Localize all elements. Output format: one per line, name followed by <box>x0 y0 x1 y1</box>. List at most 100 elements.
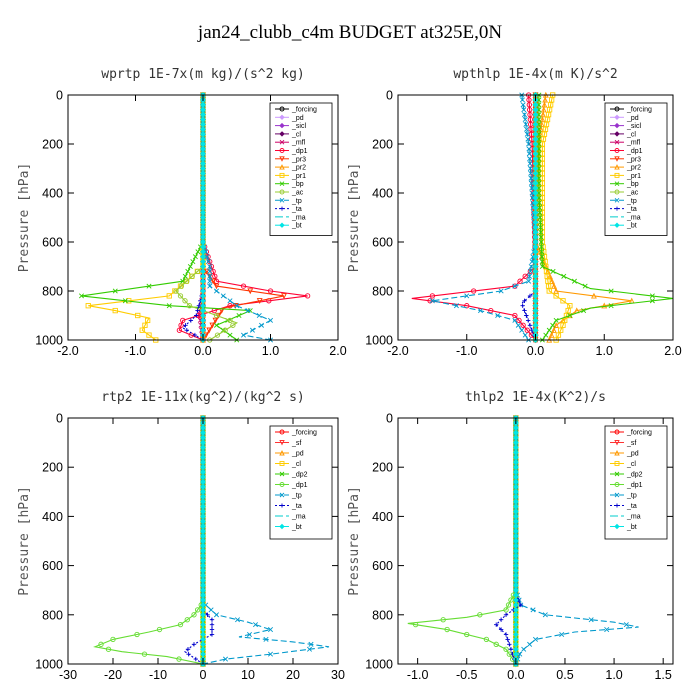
data-point <box>110 636 116 643</box>
data-point <box>258 322 265 328</box>
data-point <box>529 185 535 191</box>
legend-label: _mfl <box>626 140 641 147</box>
data-point <box>539 254 545 260</box>
data-point <box>524 126 530 132</box>
data-point <box>604 627 610 633</box>
legend: _forcing_pd_sicl_cl_mfl_dp1_pr3_pr2_pr1_… <box>604 102 668 236</box>
legend-marker <box>614 139 620 145</box>
data-point <box>494 622 499 627</box>
legend-marker <box>279 461 285 466</box>
x-tick-label: -1.0 <box>125 344 147 358</box>
data-point <box>527 161 533 167</box>
data-point <box>537 205 543 211</box>
data-point <box>537 214 543 221</box>
y-axis-label: Pressure [hPa] <box>347 486 362 596</box>
data-point <box>205 259 211 265</box>
data-point <box>559 631 565 637</box>
series-line <box>541 94 571 341</box>
data-point <box>210 268 216 275</box>
legend-marker <box>614 172 620 178</box>
data-point <box>553 287 560 294</box>
data-point <box>477 308 484 314</box>
data-point <box>267 651 274 657</box>
legend-label: _ma <box>291 214 306 221</box>
data-point <box>209 627 215 632</box>
y-tick-label: 0 <box>56 412 63 426</box>
legend-item: _dp2 <box>275 472 308 479</box>
data-point <box>543 332 549 338</box>
series-bt <box>532 92 539 343</box>
data-point <box>546 288 552 294</box>
data-point <box>186 303 193 309</box>
data-point <box>227 303 233 309</box>
panel-title: wprtp 1E-7x(m kg)/(s^2 kg) <box>101 67 305 82</box>
legend-label: _bt <box>626 524 637 531</box>
data-point <box>207 263 213 270</box>
data-point <box>470 288 477 294</box>
data-point <box>206 327 213 334</box>
data-point <box>185 268 191 274</box>
x-tick-label: -2.0 <box>57 344 79 358</box>
data-point <box>209 617 215 622</box>
data-point <box>495 312 501 319</box>
data-point <box>212 273 218 279</box>
y-tick-label: 800 <box>42 608 63 622</box>
legend-item: _pd <box>275 449 304 458</box>
legend: _forcing_pd_sicl_cl_mfl_dp1_pr3_pr2_pr1_… <box>269 102 333 236</box>
data-point <box>550 326 557 333</box>
data-point <box>528 170 534 176</box>
data-point <box>527 293 533 299</box>
data-point <box>524 327 530 333</box>
y-tick-label: 1000 <box>365 334 393 348</box>
legend-label: _bp <box>291 181 304 188</box>
data-point <box>539 239 546 245</box>
data-point <box>520 322 526 328</box>
legend-item: _pr1 <box>610 173 641 180</box>
legend-item: _pr2 <box>610 164 641 172</box>
data-point <box>528 180 534 186</box>
y-tick-label: 800 <box>42 285 63 299</box>
x-tick-label: 1.0 <box>596 344 613 358</box>
legend-item: _sf <box>610 440 636 447</box>
data-point <box>524 313 529 318</box>
data-point <box>189 273 195 279</box>
legend-label: _ac <box>291 190 304 197</box>
legend-item: _ta <box>275 206 302 213</box>
data-point <box>194 313 199 318</box>
data-point <box>247 308 253 314</box>
x-tick-label: 1.0 <box>605 668 622 682</box>
legend-marker <box>279 492 285 498</box>
legend-item: _tp <box>610 493 637 500</box>
data-point <box>522 332 528 338</box>
data-point <box>521 646 527 652</box>
data-point <box>444 626 450 633</box>
data-point <box>191 612 197 618</box>
series-tp <box>429 92 539 343</box>
data-point <box>208 607 214 613</box>
data-point <box>553 293 559 299</box>
data-point <box>567 303 573 309</box>
data-point <box>528 263 534 270</box>
data-point <box>526 146 532 152</box>
legend-label: _tp <box>626 493 637 500</box>
data-point <box>213 283 220 290</box>
series-line <box>407 418 517 665</box>
legend-marker <box>614 440 620 446</box>
legend-label: _sf <box>626 440 636 447</box>
legend-item: _bp <box>610 181 639 188</box>
legend-marker <box>279 440 285 446</box>
legend-item: _tp <box>275 198 302 205</box>
legend-label: _dp2 <box>291 472 308 479</box>
data-point <box>539 165 546 172</box>
data-point <box>105 646 112 652</box>
data-point <box>527 111 533 118</box>
legend-label: _pr2 <box>626 165 641 172</box>
data-point <box>207 273 213 279</box>
data-point <box>493 641 499 647</box>
legend-item: _sicl <box>610 122 641 130</box>
data-point <box>234 303 240 309</box>
data-point <box>526 97 532 103</box>
data-point <box>543 268 550 275</box>
data-point <box>146 332 152 338</box>
data-point <box>194 268 201 275</box>
